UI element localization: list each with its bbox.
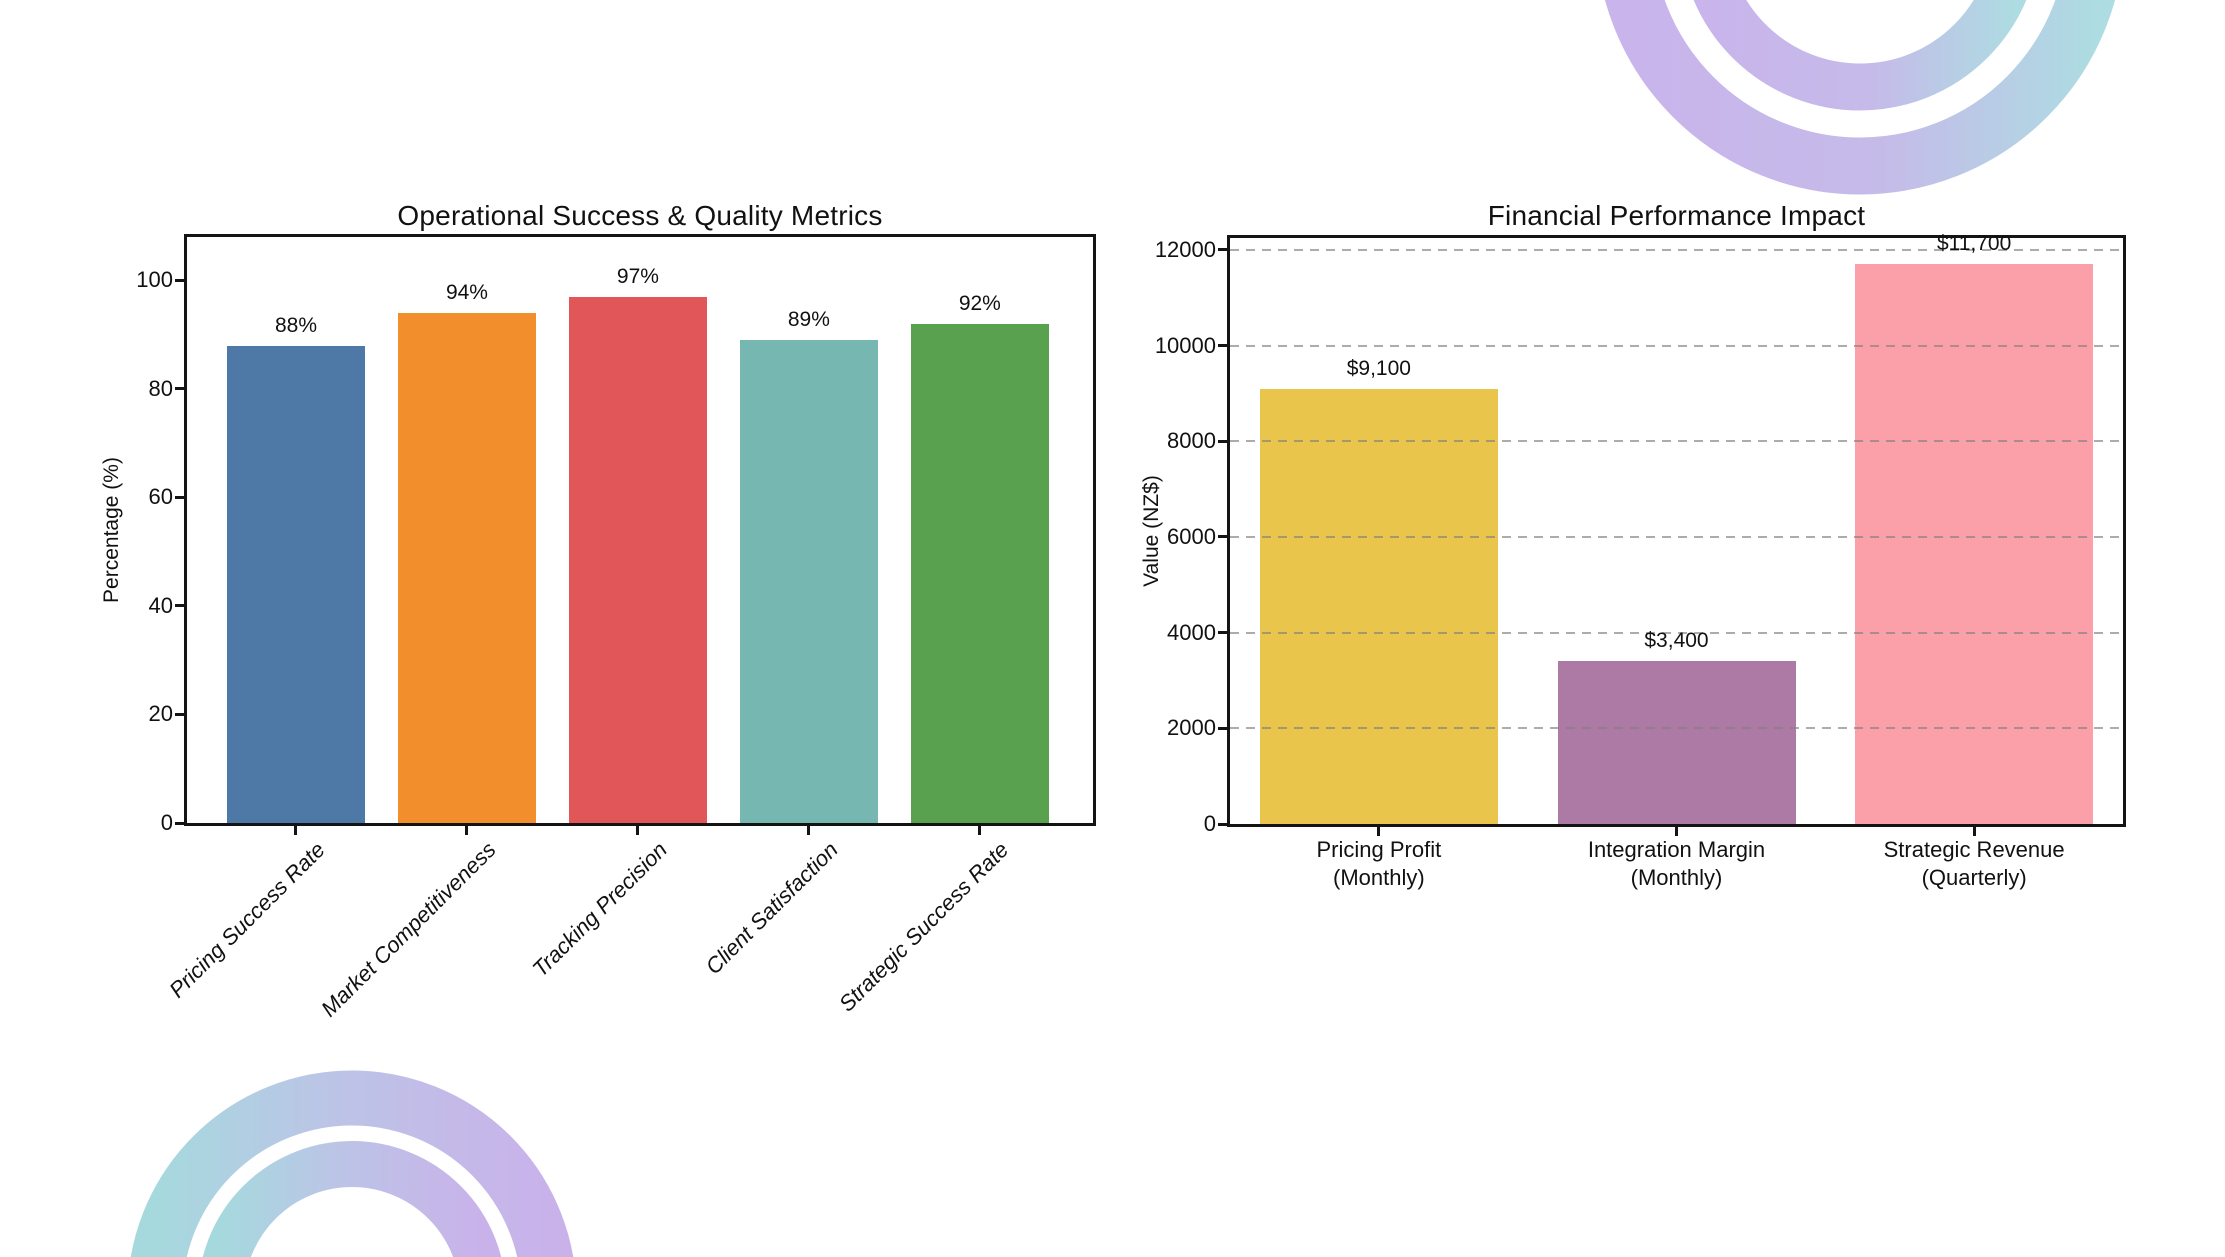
plot-area-operational xyxy=(184,234,1096,826)
y-tick-mark xyxy=(175,278,184,282)
y-tick-mark xyxy=(1218,726,1227,730)
y-tick-mark xyxy=(1218,535,1227,539)
y-tick-mark xyxy=(1218,344,1227,348)
gridline xyxy=(1230,631,2123,634)
y-tick-label: 0 xyxy=(1203,811,1216,836)
y-tick-label: 20 xyxy=(148,701,173,727)
x-tick-mark xyxy=(465,826,469,835)
y-tick-label: 100 xyxy=(136,267,173,293)
x-tick-mark xyxy=(1377,827,1381,836)
y-tick-label: 0 xyxy=(160,810,173,835)
ring-inner xyxy=(202,1141,502,1257)
gridline xyxy=(1230,344,2123,347)
bar-value-label: 89% xyxy=(787,308,830,332)
bar-value-label: $9,100 xyxy=(1346,356,1411,380)
y-tick-label: 2000 xyxy=(1167,715,1216,741)
y-tick-mark xyxy=(1218,822,1227,826)
y-tick-label: 80 xyxy=(148,375,173,401)
y-axis-label-value: Value (NZ$) xyxy=(1140,475,1163,587)
y-tick-label: 8000 xyxy=(1167,428,1216,454)
x-tick-label: Pricing Success Rate xyxy=(164,837,330,1003)
ring-outer xyxy=(1605,0,2115,195)
bar-value-label: $11,700 xyxy=(1936,232,2012,256)
gridline xyxy=(1230,535,2123,538)
x-tick-label: Strategic Success Rate xyxy=(834,837,1014,1017)
bar-value-label: 88% xyxy=(274,313,317,337)
x-tick-label: Strategic Revenue (Quarterly) xyxy=(1883,837,2065,890)
bar xyxy=(1259,388,1498,824)
x-tick-mark xyxy=(1675,827,1678,836)
x-tick-label: Tracking Precision xyxy=(527,837,672,982)
decorative-rings-bottom-left xyxy=(130,1070,574,1257)
x-tick-mark xyxy=(294,826,298,835)
chart-title-financial: Financial Performance Impact xyxy=(1487,200,1866,231)
y-tick-mark xyxy=(1218,248,1227,252)
y-tick-mark xyxy=(1218,439,1227,443)
bar-value-label: 92% xyxy=(958,291,1001,315)
y-tick-label: 60 xyxy=(148,484,173,510)
decorative-rings-top-right xyxy=(1605,0,2115,195)
plot-area-financial xyxy=(1227,235,2126,827)
x-tick-label: Pricing Profit (Monthly) xyxy=(1316,837,1442,890)
y-tick-mark xyxy=(175,495,184,499)
ring-outer xyxy=(130,1070,574,1257)
chart-title-operational: Operational Success & Quality Metrics xyxy=(397,200,883,231)
y-tick-mark xyxy=(175,712,184,716)
y-axis-label-percentage: Percentage (%) xyxy=(100,457,123,603)
y-tick-label: 4000 xyxy=(1167,619,1216,645)
gridline xyxy=(1230,440,2123,443)
x-tick-mark xyxy=(636,826,640,835)
bar xyxy=(739,340,878,823)
y-tick-label: 40 xyxy=(148,592,173,618)
bar xyxy=(226,345,365,823)
y-tick-label: 6000 xyxy=(1167,523,1216,549)
y-tick-mark xyxy=(1218,631,1227,635)
bar xyxy=(568,296,707,823)
y-tick-mark xyxy=(175,387,184,391)
bar xyxy=(910,323,1049,823)
x-tick-mark xyxy=(978,826,982,835)
bar-value-label: $3,400 xyxy=(1644,629,1709,653)
y-tick-label: 12000 xyxy=(1154,236,1216,262)
gridline xyxy=(1230,248,2123,251)
bar xyxy=(1855,264,2094,824)
bar-value-label: 97% xyxy=(616,264,659,288)
y-tick-label: 10000 xyxy=(1154,332,1216,358)
y-tick-mark xyxy=(175,821,184,825)
bar xyxy=(1557,661,1796,824)
ring-inner xyxy=(1693,0,2027,111)
y-tick-mark xyxy=(175,604,184,608)
bar-value-label: 94% xyxy=(445,280,488,304)
x-tick-label: Market Competitiveness xyxy=(316,837,501,1022)
x-tick-mark xyxy=(807,826,811,835)
x-tick-label: Client Satisfaction xyxy=(700,837,843,980)
x-tick-label: Integration Margin (Monthly) xyxy=(1587,837,1766,890)
x-tick-mark xyxy=(1972,827,1976,836)
bar xyxy=(397,312,536,823)
gridline xyxy=(1230,727,2123,730)
